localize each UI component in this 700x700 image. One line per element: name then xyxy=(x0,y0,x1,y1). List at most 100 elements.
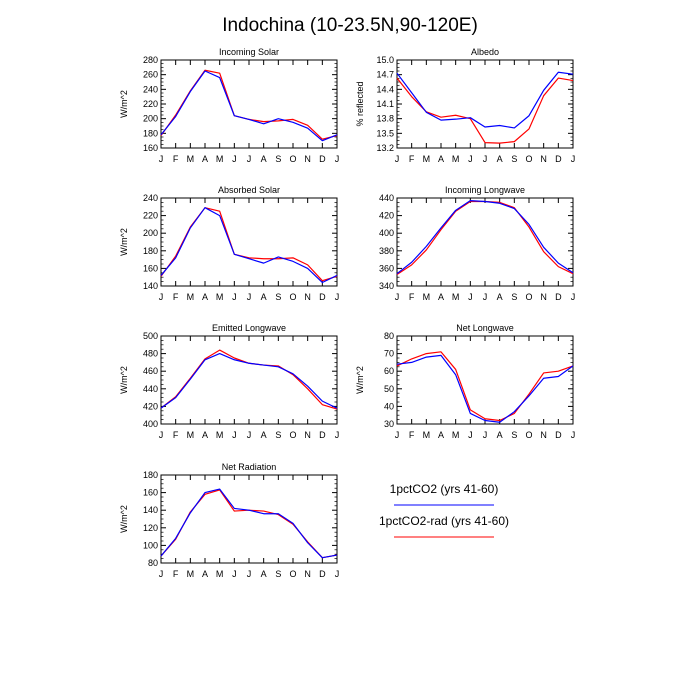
panel-2: Albedo % reflected 13.2 13.5 13.8 14.1 14.4 14.… xyxy=(355,47,575,164)
x-tick-label: J xyxy=(247,569,252,579)
x-tick-label: M xyxy=(452,154,460,164)
y-tick-label: 460 xyxy=(143,366,158,376)
y-tick-label: 220 xyxy=(143,211,158,221)
x-tick-label: J xyxy=(232,154,237,164)
x-tick-label: N xyxy=(540,292,547,302)
x-tick-label: O xyxy=(289,154,296,164)
y-tick-label: 200 xyxy=(143,228,158,238)
y-tick-label: 400 xyxy=(379,228,394,238)
x-tick-label: S xyxy=(275,292,281,302)
x-tick-label: S xyxy=(511,430,517,440)
y-tick-label: 180 xyxy=(143,470,158,480)
series-line-base xyxy=(160,353,338,409)
series-line-base xyxy=(396,200,574,275)
x-tick-label: A xyxy=(202,154,208,164)
x-tick-label: A xyxy=(202,430,208,440)
x-tick-label: J xyxy=(571,292,576,302)
x-tick-label: J xyxy=(335,569,340,579)
x-tick-label: A xyxy=(261,154,267,164)
y-axis-label: W/m^2 xyxy=(355,366,365,394)
x-tick-label: A xyxy=(438,292,444,302)
y-tick-label: 40 xyxy=(384,401,394,411)
x-tick-label: A xyxy=(202,292,208,302)
panels: Incoming Solar W/m^2 160 180 200 220 240 260 280… xyxy=(119,47,575,579)
series-line-base xyxy=(160,70,338,142)
x-tick-label: J xyxy=(335,292,340,302)
y-tick-label: 140 xyxy=(143,281,158,291)
x-tick-label: A xyxy=(497,430,503,440)
y-axis-label: % reflected xyxy=(355,81,365,126)
y-tick-label: 60 xyxy=(384,366,394,376)
y-tick-label: 80 xyxy=(384,331,394,341)
panel-title: Incoming Solar xyxy=(219,47,279,57)
x-tick-label: J xyxy=(335,154,340,164)
x-tick-label: N xyxy=(304,430,311,440)
x-tick-label: D xyxy=(319,292,326,302)
y-tick-label: 260 xyxy=(143,70,158,80)
x-tick-label: S xyxy=(511,292,517,302)
x-tick-label: A xyxy=(497,154,503,164)
y-tick-label: 14.1 xyxy=(376,99,394,109)
x-tick-label: A xyxy=(497,292,503,302)
x-tick-label: O xyxy=(525,292,532,302)
y-tick-label: 280 xyxy=(143,55,158,65)
series-line-rad xyxy=(160,69,338,140)
series-line-base xyxy=(396,354,574,423)
y-tick-label: 380 xyxy=(379,246,394,256)
x-tick-label: D xyxy=(555,292,562,302)
x-tick-label: J xyxy=(468,430,473,440)
figure-title: Indochina (10-23.5N,90-120E) xyxy=(222,15,478,36)
x-tick-label: A xyxy=(438,430,444,440)
plot-frame xyxy=(160,335,338,425)
y-tick-label: 500 xyxy=(143,331,158,341)
y-tick-label: 340 xyxy=(379,281,394,291)
y-tick-label: 13.5 xyxy=(376,128,394,138)
series-line-rad xyxy=(396,200,574,276)
x-tick-label: J xyxy=(483,292,488,302)
y-tick-label: 160 xyxy=(143,488,158,498)
x-tick-label: N xyxy=(304,292,311,302)
x-tick-label: J xyxy=(483,154,488,164)
x-tick-label: M xyxy=(187,154,195,164)
x-tick-label: J xyxy=(247,430,252,440)
y-tick-label: 13.8 xyxy=(376,114,394,124)
x-tick-label: J xyxy=(571,154,576,164)
x-tick-label: F xyxy=(409,154,415,164)
y-tick-label: 220 xyxy=(143,99,158,109)
y-tick-label: 160 xyxy=(143,143,158,153)
x-tick-label: O xyxy=(525,154,532,164)
x-tick-label: J xyxy=(395,430,400,440)
y-axis-label: W/m^2 xyxy=(119,366,129,394)
y-tick-label: 360 xyxy=(379,263,394,273)
series-line-rad xyxy=(396,77,574,144)
x-tick-label: D xyxy=(319,569,326,579)
y-tick-label: 440 xyxy=(379,193,394,203)
x-tick-label: S xyxy=(275,154,281,164)
x-tick-label: O xyxy=(525,430,532,440)
y-tick-label: 50 xyxy=(384,384,394,394)
panel-title: Emitted Longwave xyxy=(212,323,286,333)
x-tick-label: J xyxy=(335,430,340,440)
plot-frame xyxy=(396,335,574,425)
plot-frame xyxy=(396,197,574,287)
y-tick-label: 180 xyxy=(143,246,158,256)
y-tick-label: 14.4 xyxy=(376,84,394,94)
x-tick-label: J xyxy=(468,292,473,302)
x-tick-label: O xyxy=(289,569,296,579)
x-tick-label: J xyxy=(468,154,473,164)
x-tick-label: A xyxy=(261,292,267,302)
y-axis-label: W/m^2 xyxy=(119,90,129,118)
x-tick-label: M xyxy=(216,430,224,440)
panel-title: Net Longwave xyxy=(456,323,514,333)
series-line-base xyxy=(396,71,574,129)
series-line-base xyxy=(160,488,338,559)
x-tick-label: S xyxy=(275,430,281,440)
x-tick-label: N xyxy=(540,430,547,440)
x-tick-label: J xyxy=(571,430,576,440)
x-tick-label: M xyxy=(187,430,195,440)
x-tick-label: J xyxy=(247,154,252,164)
panel-title: Net Radiation xyxy=(222,462,277,472)
y-tick-label: 200 xyxy=(143,114,158,124)
